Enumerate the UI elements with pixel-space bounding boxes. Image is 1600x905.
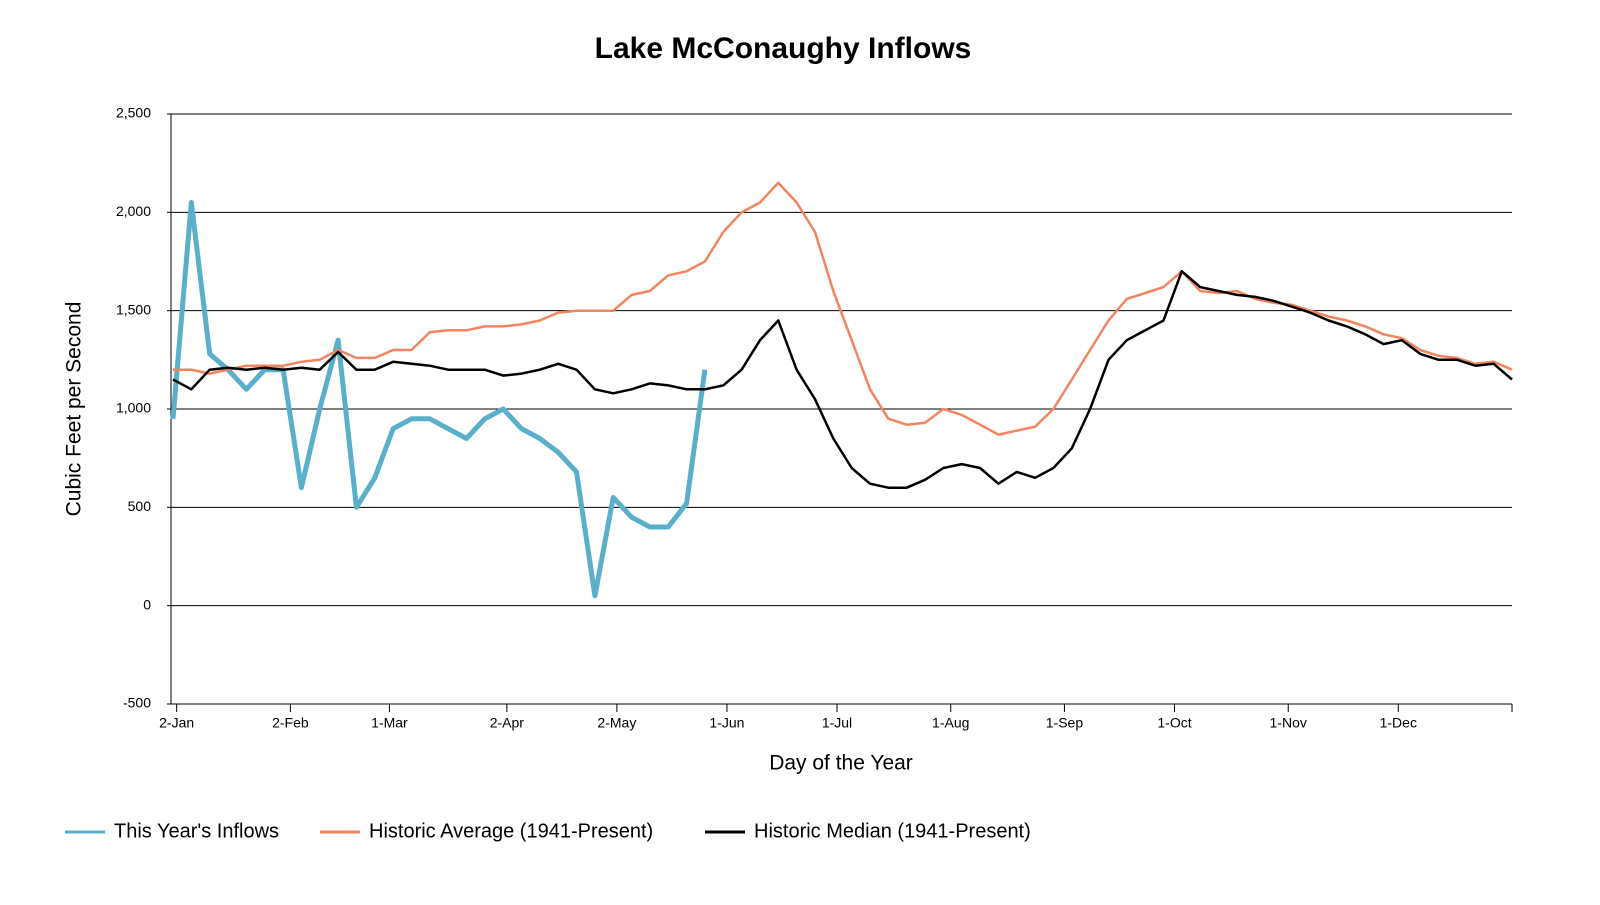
y-tick-label: 1,500: [116, 301, 151, 317]
legend-label: Historic Average (1941-Present): [369, 820, 653, 842]
x-tick-label: 2-Apr: [490, 715, 525, 731]
chart-title: Lake McConaughy Inflows: [595, 32, 972, 65]
y-tick-label: 2,000: [116, 203, 151, 219]
x-tick-label: 2-Feb: [272, 715, 309, 731]
x-axis-label: Day of the Year: [769, 752, 913, 775]
legend-label: Historic Median (1941-Present): [754, 820, 1031, 842]
x-tick-label: 2-Jan: [159, 715, 194, 731]
y-tick-label: 500: [128, 498, 152, 514]
x-tick-label: 1-Jun: [709, 715, 744, 731]
x-tick-label: 1-Oct: [1157, 715, 1191, 731]
y-tick-label: 0: [143, 596, 151, 612]
x-tick-label: 1-Jul: [822, 715, 852, 731]
x-tick-label: 1-Nov: [1270, 715, 1307, 731]
y-tick-label: 1,000: [116, 400, 151, 416]
series-line: [172, 270, 1513, 489]
y-tick-label: 2,500: [116, 105, 151, 121]
series-line: [173, 181, 1513, 436]
y-tick-label: -500: [123, 695, 151, 711]
y-axis-label: Cubic Feet per Second: [63, 302, 86, 517]
series-line: [170, 200, 708, 599]
x-tick-label: 1-Sep: [1046, 715, 1084, 731]
legend-label: This Year's Inflows: [114, 820, 279, 842]
x-tick-label: 1-Mar: [371, 715, 408, 731]
x-tick-label: 1-Aug: [932, 715, 969, 731]
x-tick-label: 1-Dec: [1380, 715, 1417, 731]
x-tick-label: 2-May: [597, 715, 636, 731]
